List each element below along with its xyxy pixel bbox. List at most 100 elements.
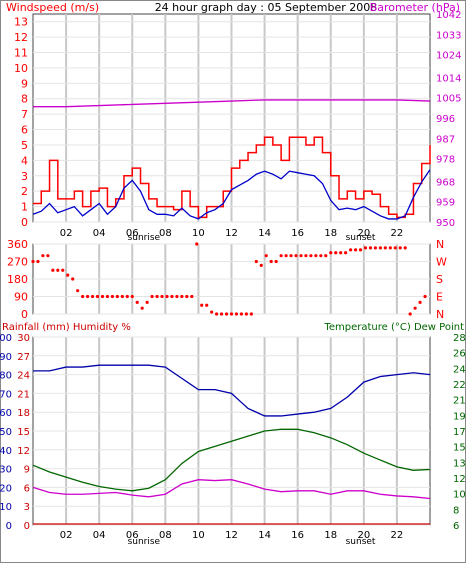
direction-point: [120, 294, 124, 299]
baro-y-tick: 1033: [436, 30, 461, 41]
wind-x-tick: 12: [225, 228, 238, 239]
humidity-y-tick: 60: [0, 408, 12, 419]
rain-humidity-axis-title: Rainfall (mm) Humidity %: [2, 322, 131, 333]
sunrise-label: sunrise: [128, 233, 161, 243]
humidity-y-tick: 100: [0, 333, 12, 344]
direction-point: [66, 273, 70, 277]
baro-y-tick: 996: [436, 114, 455, 125]
direction-point: [279, 254, 283, 258]
direction-point: [249, 312, 253, 316]
wind-x-tick: 10: [192, 228, 205, 239]
rain-y-tick: 24: [17, 371, 30, 382]
direction-point: [165, 294, 169, 299]
baro-y-tick: 950: [436, 218, 455, 229]
humidity-y-tick: 50: [0, 427, 12, 438]
dir-y-tick: 0: [21, 308, 28, 321]
direction-point: [160, 294, 164, 299]
rain-y-tick: 6: [24, 483, 30, 494]
wind-y-tick: 2: [21, 185, 28, 198]
direction-point: [269, 259, 273, 264]
wind-x-tick: 04: [93, 228, 106, 239]
direction-point: [423, 294, 427, 299]
direction-point: [36, 259, 40, 264]
direction-point: [363, 246, 368, 250]
sunset-label: sunset: [346, 233, 376, 243]
wind-x-tick: 22: [391, 228, 404, 239]
direction-point: [81, 294, 85, 299]
direction-point: [140, 306, 144, 310]
hum-x-tick: 08: [159, 530, 172, 541]
baro-y-tick: 959: [436, 198, 455, 209]
rain-y-tick: 9: [24, 465, 30, 476]
rain-y-tick: 18: [17, 408, 30, 419]
direction-point: [229, 312, 234, 316]
direction-point: [90, 294, 95, 299]
temp-y-tick: 28: [453, 333, 466, 344]
temp-y-tick: 19: [453, 411, 466, 422]
direction-point: [329, 251, 333, 255]
series-humidity-: [33, 364, 431, 417]
baro-y-tick: 968: [436, 177, 455, 188]
wind-y-tick: 8: [21, 93, 28, 106]
wind-x-tick: 06: [126, 228, 139, 239]
rain-y-tick: 27: [17, 352, 30, 363]
direction-point: [150, 294, 154, 299]
dir-compass-tick: W: [436, 256, 447, 269]
temp-y-tick: 22: [453, 380, 466, 391]
humidity-y-tick: 70: [0, 389, 12, 400]
humidity-y-tick: 30: [0, 465, 12, 476]
direction-point: [274, 259, 278, 264]
direction-point: [334, 251, 338, 255]
wind-y-tick: 9: [21, 77, 28, 90]
baro-y-tick: 987: [436, 134, 455, 145]
wind-axis-title: Windspeed (m/s): [6, 1, 99, 14]
baro-axis-title: Barometer (hPa): [370, 1, 460, 14]
humidity-y-tick: 0: [6, 521, 12, 532]
direction-point: [185, 294, 189, 299]
wind-y-tick: 7: [21, 108, 28, 121]
direction-point: [155, 294, 159, 299]
hum-x-tick: 06: [126, 530, 139, 541]
direction-point: [299, 254, 303, 258]
direction-point: [413, 306, 417, 310]
direction-point: [259, 263, 263, 267]
sunset-label-2: sunset: [346, 537, 376, 547]
direction-point: [41, 254, 45, 258]
hum-x-tick: 10: [192, 530, 205, 541]
direction-point: [51, 268, 55, 272]
direction-point: [76, 289, 80, 293]
direction-point: [289, 254, 293, 258]
direction-point: [110, 294, 114, 299]
direction-point: [393, 246, 397, 250]
sunrise-label-2: sunrise: [128, 537, 161, 547]
direction-point: [254, 259, 258, 264]
series-baro: [33, 99, 431, 108]
humidity-y-tick: 10: [0, 502, 12, 513]
baro-y-tick: 1042: [436, 10, 461, 21]
direction-point: [378, 246, 382, 250]
wind-y-tick: 13: [14, 16, 28, 29]
direction-point: [234, 312, 239, 316]
humidity-y-tick: 40: [0, 446, 12, 457]
direction-point: [224, 312, 229, 316]
direction-point: [130, 294, 134, 299]
direction-point: [145, 300, 149, 304]
rain-y-tick: 30: [17, 333, 30, 344]
wind-x-tick: 20: [357, 228, 370, 239]
temp-y-tick: 17: [453, 427, 466, 438]
rain-y-tick: 0: [24, 521, 30, 532]
direction-point: [309, 254, 313, 258]
wind-y-tick: 10: [14, 62, 28, 75]
wind-x-tick: 18: [324, 228, 337, 239]
direction-point: [284, 254, 288, 258]
baro-y-tick: 978: [436, 155, 455, 166]
dir-compass-tick: N: [436, 308, 444, 321]
wind-y-tick: 0: [21, 216, 28, 229]
direction-point: [200, 303, 204, 307]
direction-point: [418, 300, 422, 304]
direction-point: [388, 246, 392, 250]
humidity-y-tick: 80: [0, 371, 12, 382]
wind-y-tick: 6: [21, 124, 28, 137]
hum-x-tick: 02: [60, 530, 73, 541]
